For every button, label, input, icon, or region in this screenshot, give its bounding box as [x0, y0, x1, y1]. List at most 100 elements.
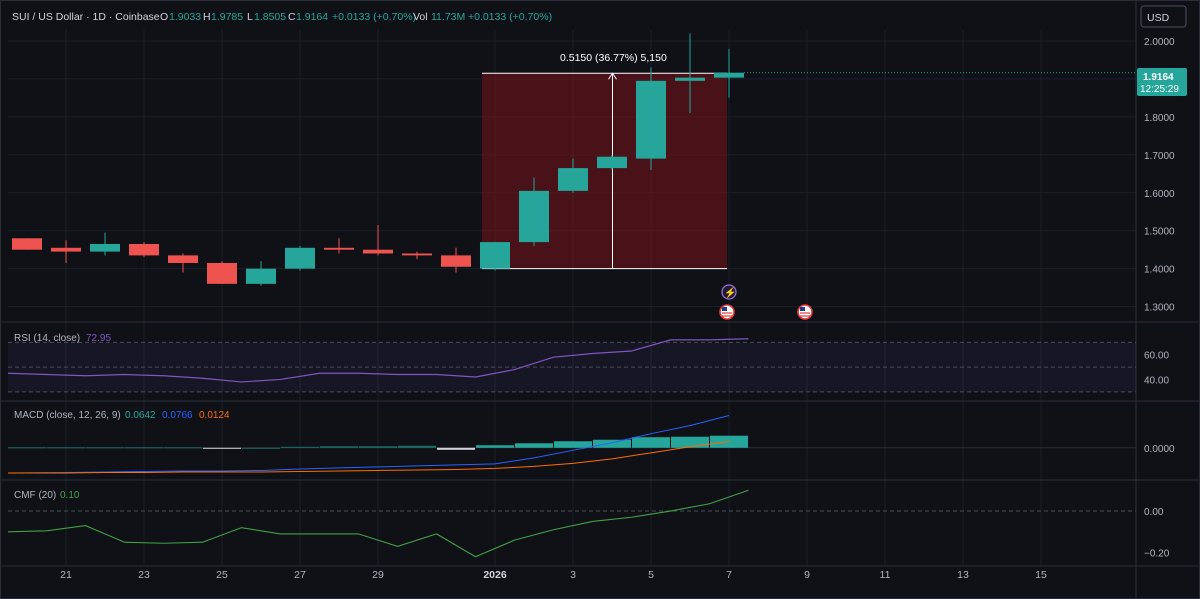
price-axis[interactable]: 2.00001.90001.80001.70001.60001.50001.40… [1144, 37, 1175, 560]
candle-body [402, 253, 432, 256]
time-tick-label: 7 [726, 569, 732, 581]
macd-histogram-bar [632, 437, 670, 448]
measure-arrow-head [608, 72, 617, 80]
candle-body [129, 244, 159, 256]
macd-histogram-bar [320, 446, 358, 448]
candle [324, 238, 354, 254]
rsi-title[interactable]: RSI (14, close) [14, 333, 80, 344]
macd-signal-value: 0.0766 [162, 410, 193, 421]
time-tick-label: 3 [570, 569, 576, 581]
macd-line [7, 414, 730, 474]
candle [675, 33, 705, 114]
cmf-value: 0.10 [60, 490, 80, 501]
ohlc-low-value: 1.8505 [254, 11, 286, 23]
candle [441, 247, 471, 273]
time-tick-label: 11 [880, 569, 891, 581]
macd-histogram-bar [398, 445, 436, 448]
price-tick-label: 1.8000 [1144, 113, 1175, 124]
macd-legend[interactable]: MACD (close, 12, 26, 9) 0.0642 0.0766 0.… [14, 410, 230, 421]
candle-body [324, 247, 354, 250]
last-price-countdown: 12:25:29 [1140, 84, 1179, 95]
cmf-tick-label: −0.20 [1144, 549, 1170, 560]
candlestick-series [12, 33, 1136, 286]
ohlc-high-label: H [203, 11, 211, 23]
symbol-title[interactable]: SUI / US Dollar · 1D · Coinbase [12, 11, 160, 23]
candle-body [714, 72, 744, 78]
cmf-line [7, 489, 749, 558]
time-tick-label: 21 [60, 569, 72, 581]
last-price-label: 1.9164 12:25:29 [1137, 68, 1187, 96]
macd-histogram-bar [359, 446, 397, 448]
macd-histogram-bar [671, 436, 709, 448]
candle [714, 49, 744, 98]
macd-histogram-bar [515, 443, 553, 448]
macd-histogram-bar [164, 447, 202, 449]
ohlc-open-value: 1.9033 [169, 11, 201, 23]
volume-label: Vol [413, 11, 428, 23]
currency-button-bg[interactable] [1140, 5, 1187, 28]
time-tick-label: 27 [294, 569, 306, 581]
macd-title[interactable]: MACD (close, 12, 26, 9) [14, 410, 121, 421]
candle [402, 251, 432, 260]
rsi-line [7, 338, 749, 383]
candle [129, 242, 159, 258]
currency-button-label[interactable]: USD [1147, 12, 1170, 24]
candle [558, 158, 588, 193]
candle-body [441, 255, 471, 267]
macd-histogram-bar [242, 447, 280, 449]
macd-histogram-bar [8, 447, 46, 449]
candle-body [168, 255, 198, 263]
volume-change: +0.0133 (+0.70%) [468, 11, 552, 23]
candle [480, 242, 510, 271]
time-tick-label: 29 [372, 569, 384, 581]
candle [90, 232, 120, 256]
cmf-title[interactable]: CMF (20) [14, 490, 56, 501]
volume-value: 11.73M [431, 11, 465, 23]
candle [363, 225, 393, 256]
macd-hist-value: 0.0124 [199, 410, 230, 421]
price-tick-label: 1.7000 [1144, 151, 1175, 162]
macd-histogram-bar [203, 447, 241, 449]
candle [12, 238, 42, 250]
candle-body [480, 242, 510, 269]
candle-body [597, 156, 627, 169]
rsi-legend[interactable]: RSI (14, close) 72.95 [14, 333, 111, 344]
time-tick-label: 13 [957, 569, 969, 581]
lightning-marker-bg[interactable] [721, 284, 737, 300]
time-tick-label: 15 [1035, 569, 1047, 581]
candle [519, 177, 549, 246]
macd-histogram-bar [125, 447, 163, 449]
candle-body [246, 268, 276, 284]
candle [636, 67, 666, 170]
ohlc-close-value: 1.9164 [296, 11, 328, 23]
time-axis[interactable]: 21 23 25 27 29 2026 3 5 7 9 11 13 15 [60, 569, 1047, 581]
event-marker-us-flag-1[interactable] [719, 304, 735, 320]
event-marker-lightning[interactable]: ⚡ [721, 284, 737, 300]
rsi-pane [7, 338, 1136, 393]
macd-value: 0.0642 [125, 410, 156, 421]
candle-body [363, 249, 393, 254]
price-tick-label: 1.5000 [1144, 227, 1175, 238]
symbol-legend[interactable]: SUI / US Dollar · 1D · Coinbase O 1.9033… [12, 11, 552, 23]
candle-body [636, 80, 666, 159]
currency-button[interactable]: USD [1140, 5, 1187, 28]
candle-body [90, 244, 120, 252]
last-price-value: 1.9164 [1143, 72, 1174, 83]
price-tick-label: 2.0000 [1144, 37, 1175, 48]
candle [597, 154, 627, 170]
price-tick-label: 1.3000 [1144, 303, 1175, 314]
candle-body [51, 247, 81, 252]
price-tick-label: 1.4000 [1144, 265, 1175, 276]
cmf-legend[interactable]: CMF (20) 0.10 [14, 490, 80, 501]
rsi-tick-label: 40.00 [1144, 375, 1169, 386]
macd-tick-label: 0.0000 [1144, 444, 1175, 455]
macd-histogram-bar [554, 441, 592, 448]
time-tick-label: 25 [216, 569, 228, 581]
ohlc-low-label: L [247, 11, 253, 23]
macd-histogram-bar [593, 439, 631, 448]
ohlc-change: +0.0133 (+0.70%) [332, 11, 416, 23]
candle-body [285, 247, 315, 269]
event-marker-us-flag-2[interactable] [797, 304, 813, 320]
last-price-bg [1137, 68, 1187, 96]
